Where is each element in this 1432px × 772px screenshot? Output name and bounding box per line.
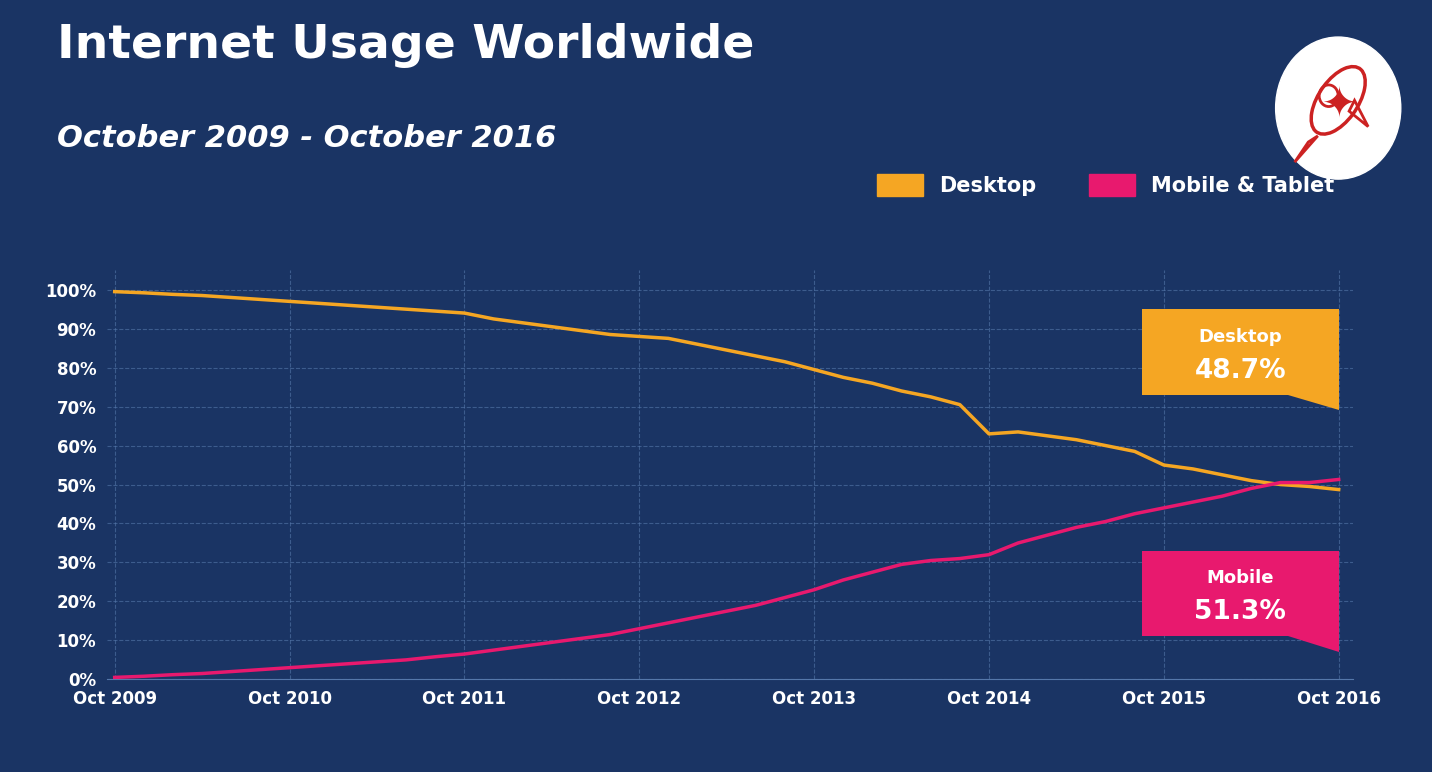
Text: Mobile: Mobile [1207, 569, 1274, 587]
Polygon shape [1287, 636, 1339, 652]
Text: ✦: ✦ [1320, 84, 1356, 126]
Legend: Desktop, Mobile & Tablet: Desktop, Mobile & Tablet [869, 166, 1343, 205]
Text: 48.7%: 48.7% [1194, 358, 1286, 384]
Bar [1141, 550, 1339, 636]
Polygon shape [1287, 395, 1339, 411]
Bar [1141, 309, 1339, 395]
Text: Desktop: Desktop [1199, 327, 1282, 346]
Text: 51.3%: 51.3% [1194, 600, 1286, 625]
Circle shape [1276, 37, 1400, 179]
Text: Internet Usage Worldwide: Internet Usage Worldwide [57, 23, 755, 68]
Text: October 2009 - October 2016: October 2009 - October 2016 [57, 124, 557, 153]
